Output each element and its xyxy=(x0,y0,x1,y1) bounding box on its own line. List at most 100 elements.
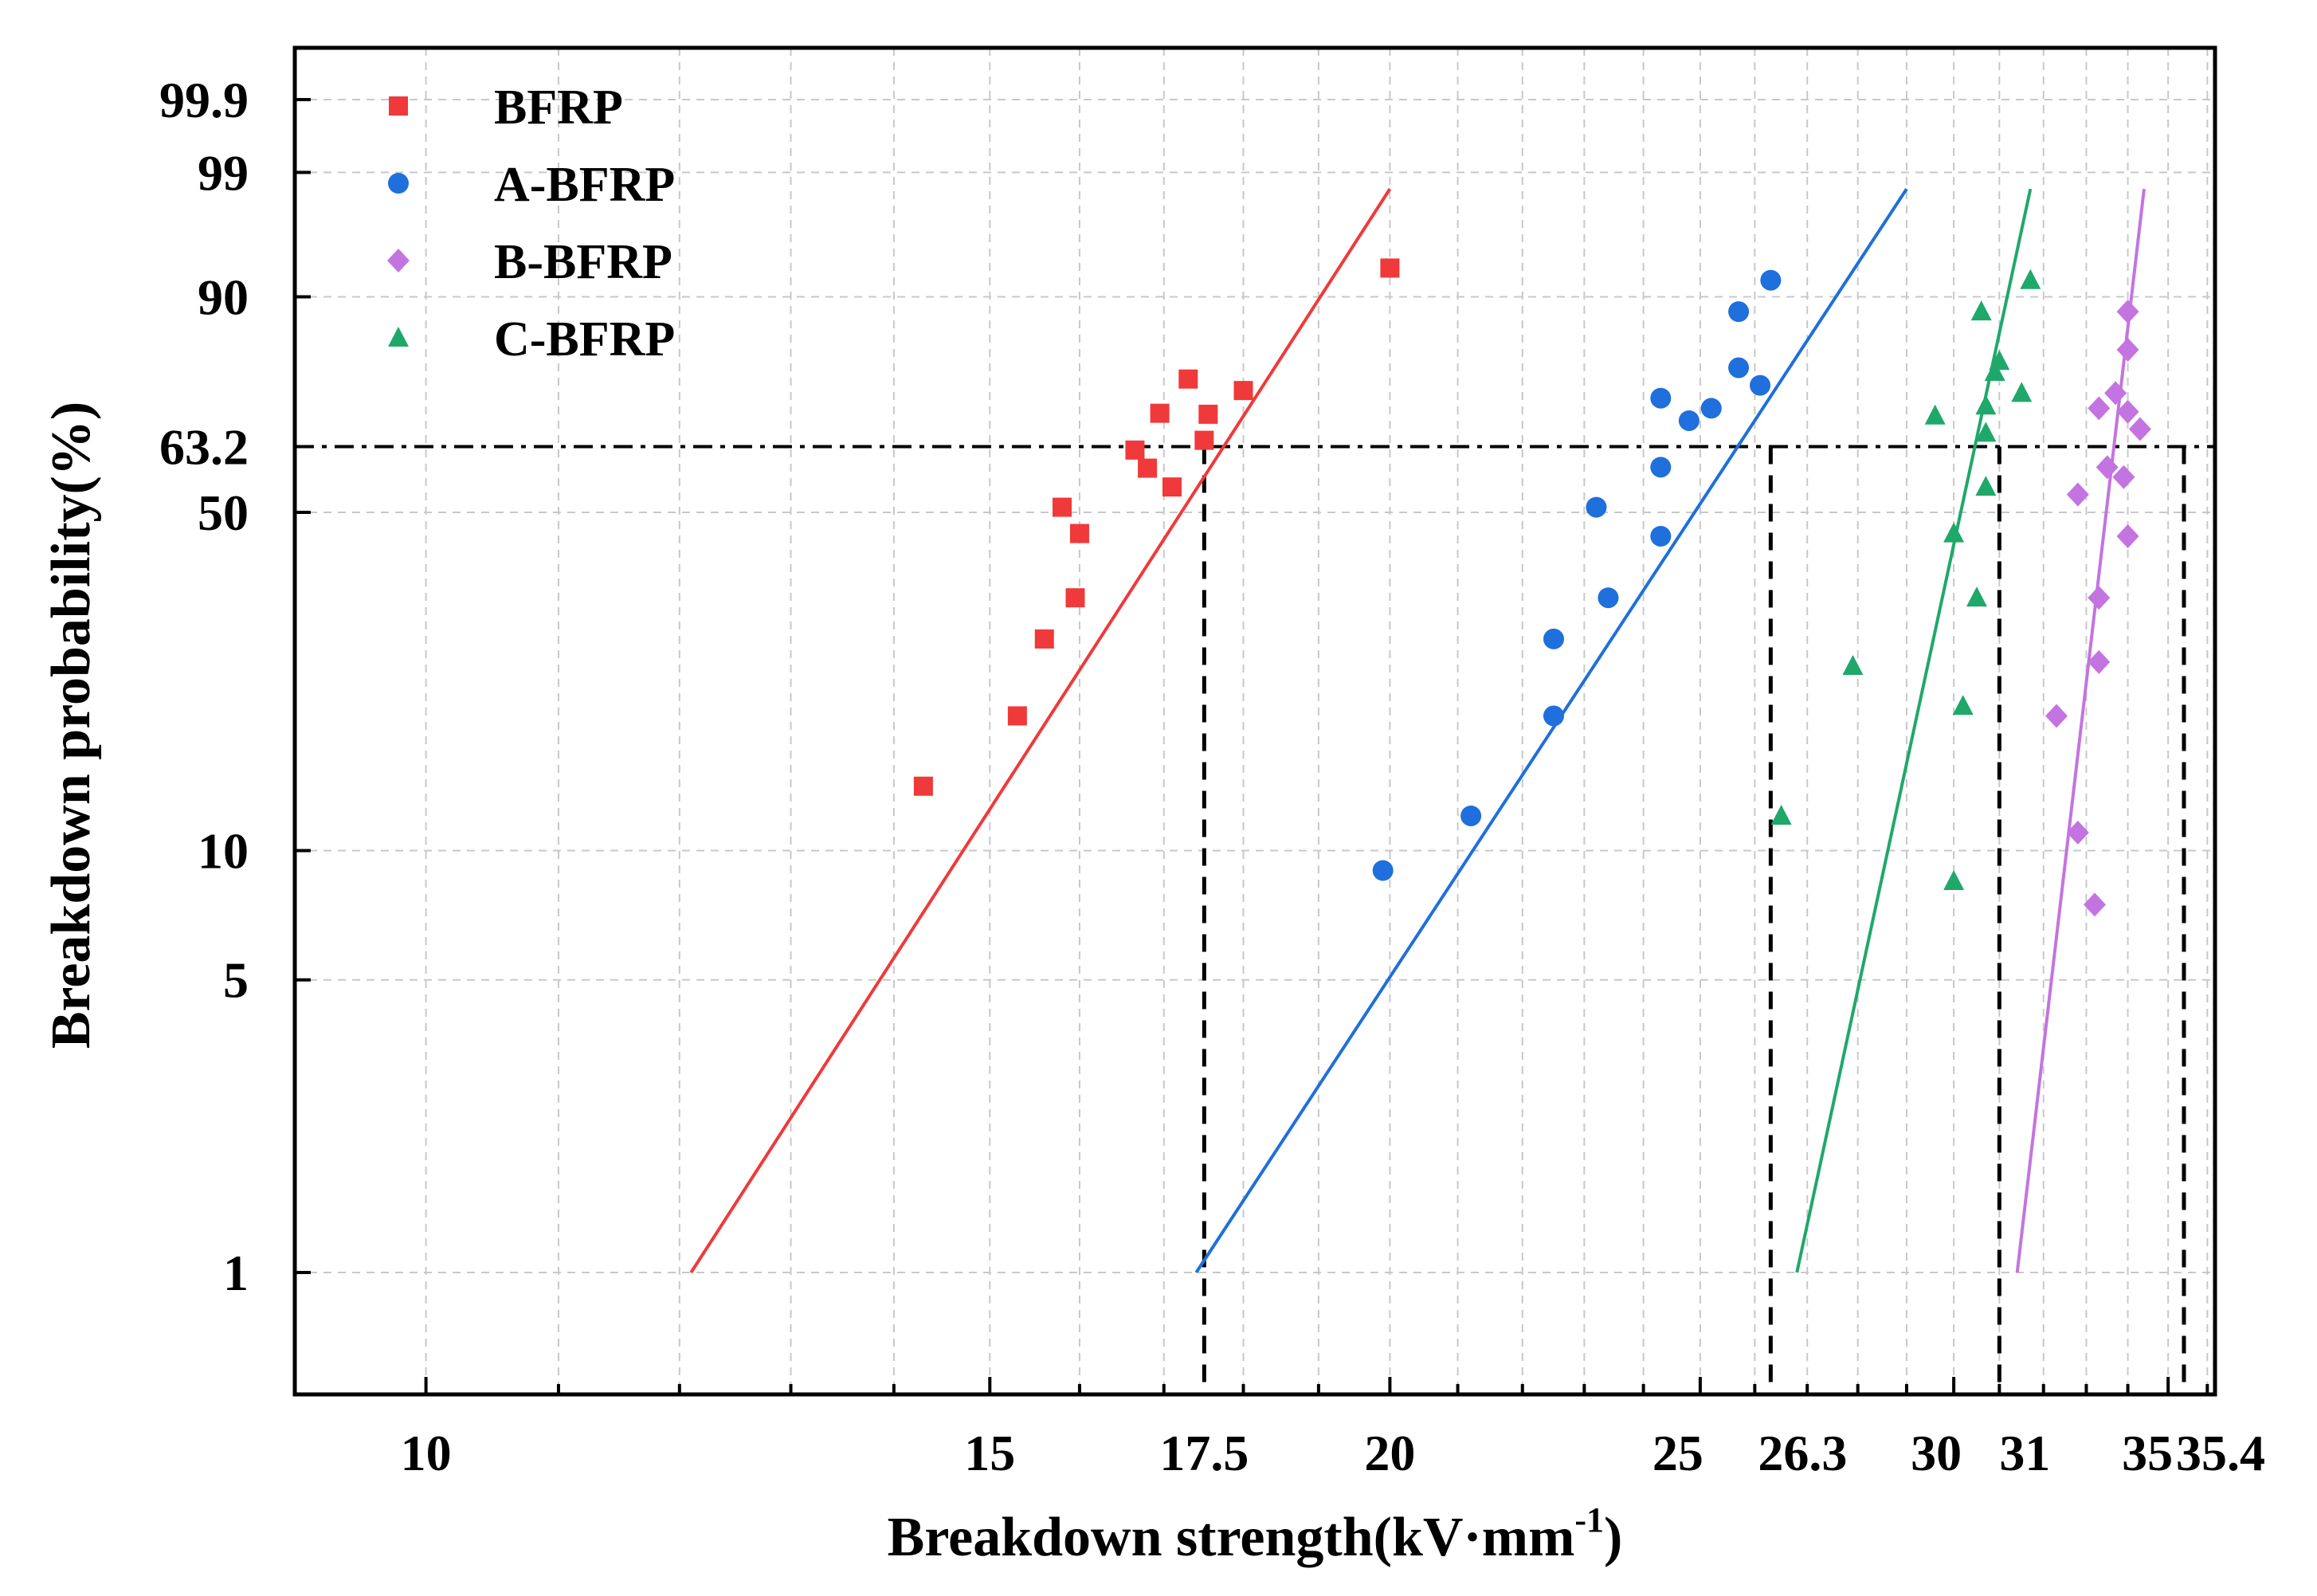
point-b-bfrp xyxy=(2116,337,2139,362)
x-tick-label: 30 xyxy=(1911,1425,1962,1481)
point-a-bfrp xyxy=(1760,269,1782,291)
point-b-bfrp xyxy=(2045,704,2068,728)
point-b-bfrp xyxy=(2066,820,2089,845)
point-a-bfrp xyxy=(1460,805,1482,826)
point-c-bfrp xyxy=(1975,476,1997,496)
point-bfrp xyxy=(1178,369,1198,389)
point-a-bfrp xyxy=(1650,387,1672,409)
axis-ticks xyxy=(295,98,2209,1394)
point-b-bfrp xyxy=(2088,649,2111,674)
point-a-bfrp xyxy=(1700,398,1722,419)
point-bfrp xyxy=(1233,381,1253,401)
point-b-bfrp xyxy=(2116,399,2139,424)
x-tick-label: 17.5 xyxy=(1159,1425,1249,1481)
point-c-bfrp xyxy=(1842,655,1864,676)
y-tick-label: 63.2 xyxy=(159,419,249,476)
reference-lines xyxy=(295,445,2215,1394)
y-tick-label: 50 xyxy=(198,484,249,541)
point-bfrp xyxy=(1194,430,1214,450)
point-a-bfrp xyxy=(1372,860,1394,881)
point-bfrp xyxy=(1065,588,1085,608)
legend-label-b-bfrp: B-BFRP xyxy=(494,235,672,289)
y-tick-label: 90 xyxy=(198,269,249,326)
y-tick-label: 5 xyxy=(223,952,249,1009)
point-c-bfrp xyxy=(1770,804,1792,825)
point-c-bfrp xyxy=(1970,300,1992,321)
point-bfrp xyxy=(1138,458,1158,478)
fit-line-b-bfrp xyxy=(2015,188,2146,1273)
y-axis-title: Breakdown probability(%) xyxy=(41,402,102,1049)
point-bfrp xyxy=(1052,497,1072,517)
x-tick-label: 35 xyxy=(2122,1425,2173,1481)
legend: BFRP A-BFRP B-BFRP C-BFRP xyxy=(387,80,675,367)
grid-layer xyxy=(295,48,2215,1394)
plot-frame xyxy=(292,45,2217,1397)
point-a-bfrp xyxy=(1543,705,1564,727)
legend-label-a-bfrp: A-BFRP xyxy=(494,158,675,212)
legend-marker-b-bfrp xyxy=(387,249,410,273)
y-tick-label: 99 xyxy=(198,144,249,201)
point-b-bfrp xyxy=(2088,586,2111,610)
point-a-bfrp xyxy=(1678,410,1700,431)
point-a-bfrp xyxy=(1728,301,1750,323)
legend-marker-bfrp xyxy=(389,96,408,116)
y-tick-label: 1 xyxy=(223,1245,249,1301)
point-b-bfrp xyxy=(2112,465,2135,489)
point-bfrp xyxy=(1007,706,1027,726)
point-c-bfrp xyxy=(1943,522,1965,543)
point-b-bfrp xyxy=(2095,455,2119,480)
point-c-bfrp xyxy=(1989,350,2010,371)
y-tick-label: 99.9 xyxy=(159,72,249,128)
point-c-bfrp xyxy=(1966,586,1987,607)
point-c-bfrp xyxy=(1975,422,1997,442)
point-b-bfrp xyxy=(2084,892,2107,917)
point-a-bfrp xyxy=(1750,374,1771,396)
x-tick-label: 31 xyxy=(1999,1425,2050,1481)
point-c-bfrp xyxy=(1943,869,1965,890)
point-bfrp xyxy=(1150,403,1170,423)
x-tick-label: 20 xyxy=(1364,1425,1415,1481)
point-a-bfrp xyxy=(1728,357,1750,378)
point-bfrp xyxy=(1034,629,1054,649)
point-bfrp xyxy=(1198,404,1218,424)
point-b-bfrp xyxy=(2116,300,2139,324)
x-tick-label: 25 xyxy=(1652,1425,1703,1481)
point-c-bfrp xyxy=(1952,695,1974,716)
point-a-bfrp xyxy=(1543,628,1564,649)
x-axis-title: Breakdown strength(kV·mm-1) xyxy=(888,1500,1623,1568)
point-c-bfrp xyxy=(2020,269,2041,289)
legend-marker-a-bfrp xyxy=(388,173,409,194)
point-a-bfrp xyxy=(1586,496,1607,518)
data-points xyxy=(913,258,2151,917)
fit-line-a-bfrp xyxy=(1194,188,1908,1274)
fit-line-bfrp xyxy=(689,188,1392,1274)
legend-label-c-bfrp: C-BFRP xyxy=(494,312,675,367)
legend-label-bfrp: BFRP xyxy=(494,80,623,135)
fit-line-c-bfrp xyxy=(1795,188,2033,1273)
fit-lines xyxy=(689,188,2146,1274)
point-b-bfrp xyxy=(2088,396,2111,421)
point-bfrp xyxy=(913,776,933,796)
point-c-bfrp xyxy=(1975,394,1997,415)
point-bfrp xyxy=(1380,258,1400,278)
point-b-bfrp xyxy=(2128,417,2151,441)
point-bfrp xyxy=(1125,440,1145,460)
point-bfrp xyxy=(1069,524,1089,543)
point-b-bfrp xyxy=(2116,524,2139,548)
x-tick-label: 15 xyxy=(964,1425,1015,1481)
y-tick-label: 10 xyxy=(198,823,249,880)
point-b-bfrp xyxy=(2104,381,2127,406)
point-c-bfrp xyxy=(1924,404,1946,425)
point-c-bfrp xyxy=(1984,360,2005,381)
point-b-bfrp xyxy=(2066,482,2089,507)
tick-labels: 10 15 17.5 20 25 26.3 30 31 35 35.415105063.29099… xyxy=(159,72,2265,1481)
x-axis-title-close: ) xyxy=(1604,1507,1622,1568)
x-tick-label: 35.4 xyxy=(2176,1425,2265,1481)
x-axis-title-superscript: -1 xyxy=(1574,1500,1604,1539)
x-tick-label: 26.3 xyxy=(1758,1425,1847,1481)
point-c-bfrp xyxy=(2011,382,2033,402)
point-a-bfrp xyxy=(1598,587,1619,609)
x-tick-label: 10 xyxy=(401,1425,452,1481)
legend-marker-c-bfrp xyxy=(388,327,409,347)
